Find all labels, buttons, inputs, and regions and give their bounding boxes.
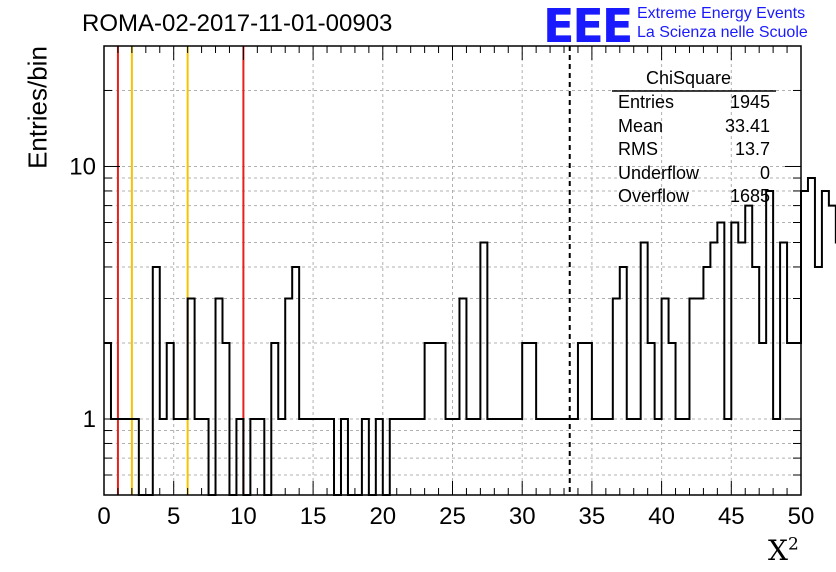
- x-tick-label: 15: [300, 503, 327, 530]
- x-tick-label: 20: [369, 503, 396, 530]
- x-tick-label: 0: [97, 503, 110, 530]
- stat-name: Entries: [618, 92, 675, 112]
- x-tick-label: 5: [167, 503, 180, 530]
- histogram-series: [104, 177, 836, 496]
- x-tick-label: 35: [579, 503, 606, 530]
- stat-name: Mean: [618, 115, 664, 136]
- stats-box-title: ChiSquare: [646, 68, 732, 88]
- stat-value: 1945: [729, 92, 770, 112]
- reference-lines: [116, 46, 571, 495]
- x-tick-label: 45: [718, 503, 745, 530]
- y-tick-label: 1: [83, 406, 96, 433]
- grid-lines: [104, 46, 801, 495]
- stat-value: 33.41: [724, 115, 770, 136]
- stat-value: 13.7: [734, 139, 770, 159]
- stat-name: Underflow: [618, 162, 700, 183]
- axis-ticks: [103, 46, 802, 495]
- eee-logo: EEE: [543, 0, 633, 53]
- logo-subtitle-1: Extreme Energy Events: [637, 5, 806, 22]
- x-tick-label: 25: [439, 503, 466, 530]
- tick-labels: 0 5 10 15 20 25 30 35 40 45 50 1 10: [69, 153, 814, 530]
- stat-name: RMS: [618, 139, 658, 159]
- x-axis-label: X2: [768, 534, 799, 567]
- x-tick-label: 10: [230, 503, 257, 530]
- y-axis-label: Entries/bin: [22, 46, 53, 169]
- run-title: ROMA-02-2017-11-01-00903: [82, 10, 393, 37]
- x-tick-label: 30: [509, 503, 536, 530]
- y-tick-label: 10: [69, 153, 96, 180]
- x-tick-label: 40: [648, 503, 675, 530]
- stat-value: 0: [759, 162, 770, 183]
- x-tick-label: 50: [788, 503, 815, 530]
- stat-name: Overflow: [618, 186, 690, 206]
- stat-value: 1685: [729, 186, 770, 206]
- logo-subtitle-2: La Scienza nelle Scuole: [637, 24, 808, 41]
